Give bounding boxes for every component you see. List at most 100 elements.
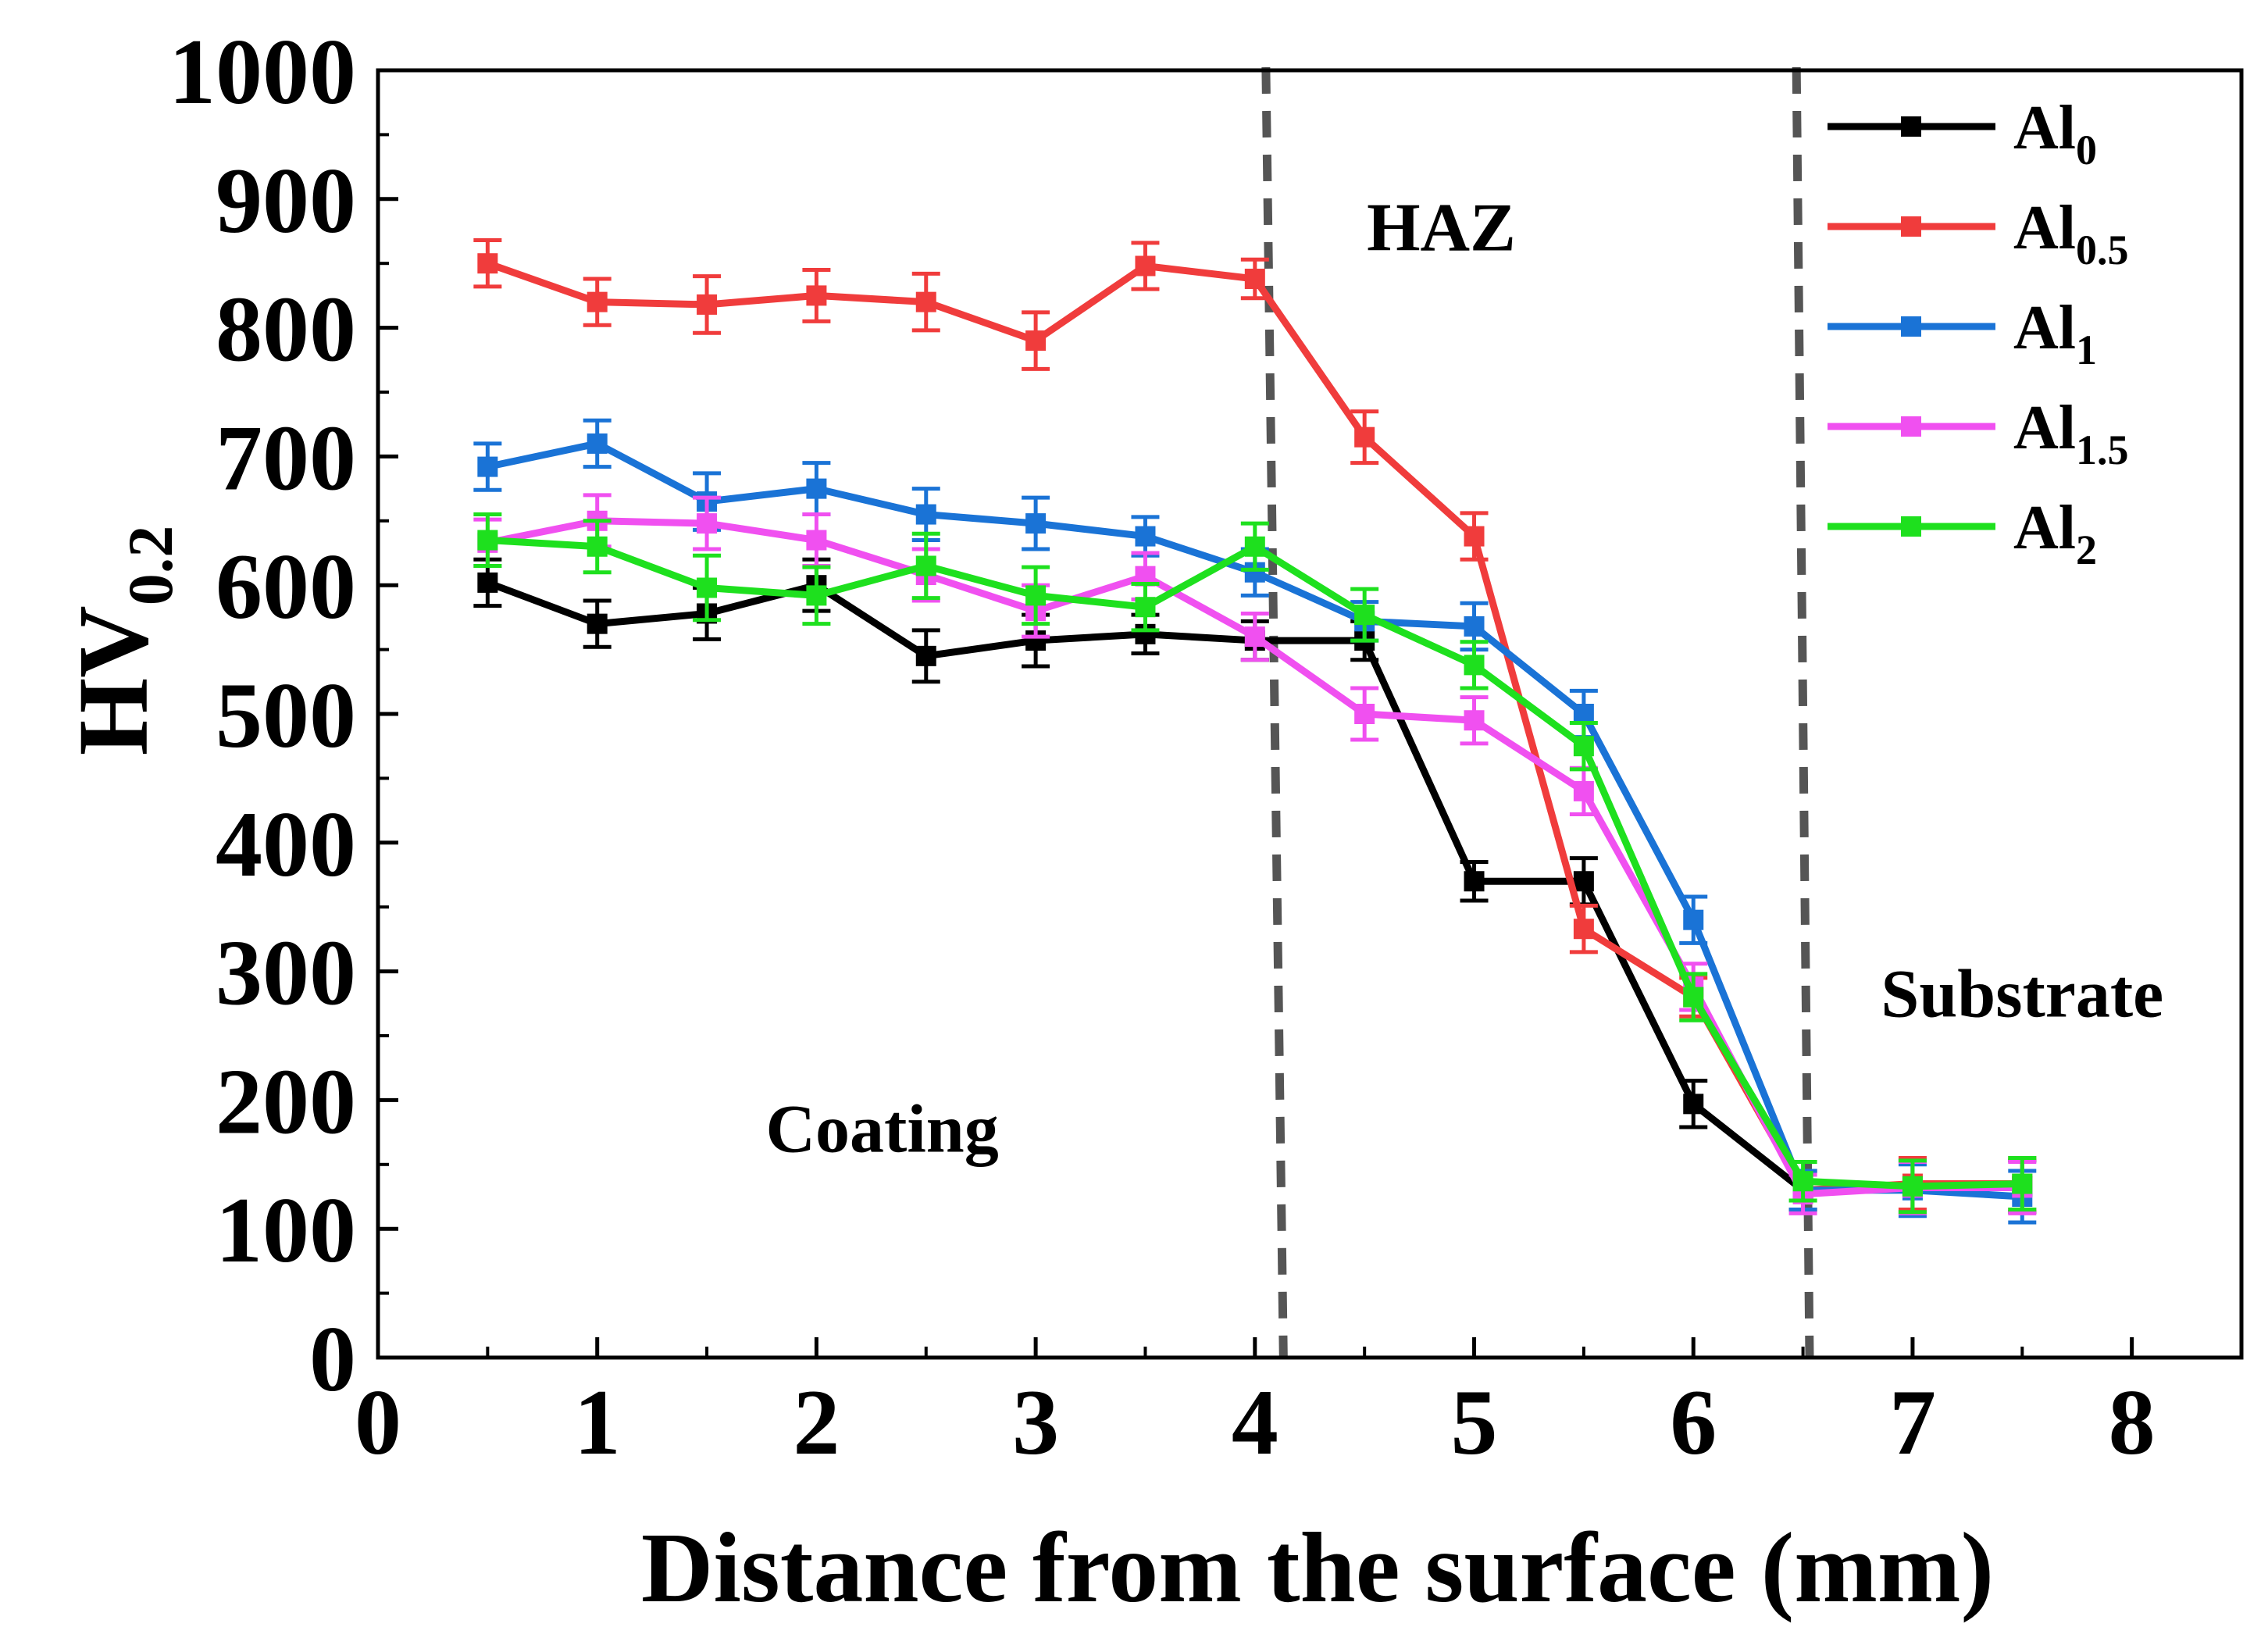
data-point — [1464, 655, 1485, 676]
data-point — [697, 294, 718, 315]
x-axis-title: Distance from the surface (mm) — [641, 1512, 1994, 1623]
data-point — [477, 253, 498, 274]
data-point — [2012, 1173, 2033, 1194]
legend-label-sub: 2 — [2076, 526, 2097, 573]
y-tick-label: 200 — [216, 1049, 356, 1153]
axes: 0 100 200 300 400 500 600 700 800 900 1000 0 1 2 3 4 5 6 7… — [58, 20, 2244, 1623]
boundary-line-2 — [1792, 66, 1814, 1358]
legend: Al0 Al0.5 Al1 Al1.5 Al2 — [1828, 94, 2129, 573]
y-tick-label: 400 — [216, 792, 356, 896]
data-point — [1135, 597, 1156, 618]
data-point — [1354, 426, 1375, 448]
data-point — [1135, 526, 1156, 547]
data-point — [1573, 871, 1594, 892]
series-line — [486, 579, 2023, 1194]
x-tick-label: 8 — [2109, 1370, 2156, 1474]
x-tick-label: 6 — [1670, 1370, 1717, 1474]
data-point — [1244, 536, 1265, 557]
data-point — [1573, 704, 1594, 724]
data-point — [697, 513, 718, 534]
data-point — [1464, 526, 1485, 547]
y-tick-label: 0 — [309, 1307, 356, 1411]
legend-item-al2: Al2 — [1828, 494, 2097, 573]
legend-label-sub: 0.5 — [2076, 227, 2129, 273]
y-tick-label: 600 — [216, 534, 356, 638]
data-point — [806, 285, 827, 306]
legend-swatch-marker — [1901, 516, 1921, 537]
region-label-coating: Coating — [765, 1091, 998, 1167]
region-boundaries — [1261, 66, 1814, 1358]
legend-label: Al2 — [2013, 494, 2097, 573]
y-tick-label: 100 — [216, 1178, 356, 1282]
data-point — [806, 530, 827, 551]
data-point — [1025, 585, 1047, 606]
data-point — [915, 504, 936, 525]
data-point — [1683, 909, 1704, 930]
y-tick-label: 500 — [216, 663, 356, 767]
data-point — [1244, 626, 1265, 648]
boundary-line-1 — [1261, 66, 1288, 1358]
data-point — [1025, 330, 1047, 351]
data-point — [697, 577, 718, 598]
data-point — [915, 291, 936, 312]
y-tick-label: 300 — [216, 921, 356, 1025]
data-point — [587, 536, 608, 557]
data-point — [477, 572, 498, 593]
data-point — [477, 530, 498, 551]
y-tick-label: 700 — [216, 405, 356, 509]
data-series — [473, 238, 2037, 1225]
data-point — [1025, 513, 1047, 534]
x-tick-label: 1 — [574, 1370, 621, 1474]
legend-label-sub: 1.5 — [2076, 426, 2129, 473]
region-labels: Coating HAZ Substrate — [765, 191, 2163, 1168]
data-point — [1683, 987, 1704, 1008]
data-point — [806, 585, 827, 606]
data-point — [1573, 736, 1594, 757]
legend-item-al1: Al1 — [1828, 294, 2097, 373]
y-tick-label: 900 — [216, 148, 356, 252]
legend-label-sub: 0 — [2076, 127, 2097, 173]
data-point — [1573, 919, 1594, 940]
data-point — [1354, 605, 1375, 626]
legend-item-al05: Al0.5 — [1828, 194, 2129, 273]
legend-swatch-marker — [1901, 116, 1921, 137]
data-point — [1464, 871, 1485, 892]
y-axis-title: HV0.2 — [58, 526, 186, 756]
data-point — [587, 291, 608, 312]
plot-frame — [376, 68, 2244, 1360]
x-tick-label: 3 — [1012, 1370, 1059, 1474]
x-tick-label: 5 — [1451, 1370, 1498, 1474]
legend-swatch-marker — [1901, 316, 1921, 337]
data-point — [1464, 710, 1485, 731]
y-axis-title-sub: 0.2 — [115, 526, 186, 606]
data-point — [1354, 704, 1375, 724]
x-tick-label: 2 — [793, 1370, 840, 1474]
data-point — [1244, 268, 1265, 289]
legend-label: Al0 — [2013, 94, 2097, 173]
data-point — [1683, 1094, 1704, 1115]
legend-swatch-marker — [1901, 416, 1921, 437]
data-point — [1464, 616, 1485, 637]
data-point — [587, 433, 608, 454]
data-point — [1792, 1171, 1813, 1192]
x-tick-label: 4 — [1232, 1370, 1278, 1474]
data-point — [1573, 780, 1594, 801]
legend-label: Al0.5 — [2013, 194, 2129, 273]
series-al2 — [473, 512, 2037, 1215]
x-tick-label: 7 — [1889, 1370, 1936, 1474]
legend-label-sub: 1 — [2076, 327, 2097, 373]
legend-item-al15: Al1.5 — [1828, 394, 2129, 473]
data-point — [477, 456, 498, 477]
data-point — [915, 555, 936, 576]
legend-label: Al1 — [2013, 294, 2097, 373]
legend-label: Al1.5 — [2013, 394, 2129, 473]
region-label-substrate: Substrate — [1881, 956, 2163, 1032]
legend-item-al0: Al0 — [1828, 94, 2097, 173]
y-tick-label: 800 — [216, 277, 356, 381]
x-tick-label: 0 — [355, 1370, 401, 1474]
y-axis-title-main: HV0.2 — [58, 526, 186, 756]
data-point — [806, 478, 827, 499]
y-tick-label: 1000 — [169, 20, 356, 123]
